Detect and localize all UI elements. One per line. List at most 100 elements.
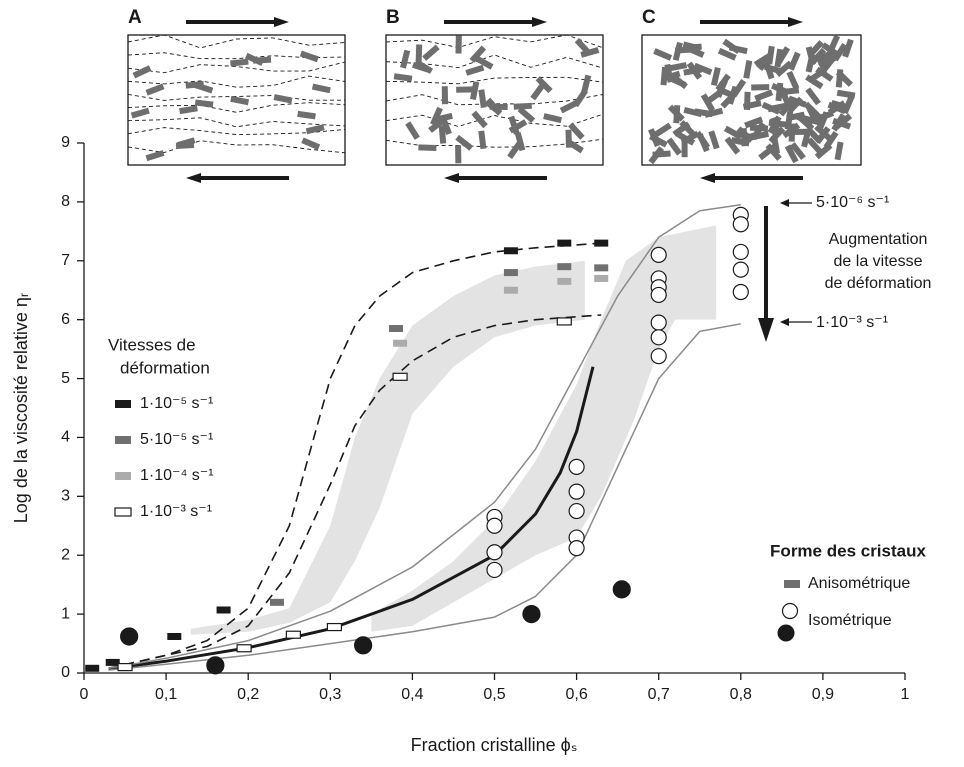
legend-symbol [115,436,131,444]
crystal [708,130,720,150]
crystal [244,52,264,66]
flow-line [127,75,346,88]
shear-arrow [532,17,547,27]
crystal [787,95,807,108]
crystal [652,150,671,158]
crystal [441,86,449,105]
x-tick-label: 0,3 [319,686,341,703]
y-tick-label: 7 [61,252,70,269]
crystal [801,128,812,148]
data-point [612,580,631,599]
crystal [693,62,713,76]
flow-line [127,117,346,128]
data-point [650,286,667,304]
data-point [269,598,284,606]
data-point [85,664,100,672]
crystal [841,95,855,115]
y-tick-label: 2 [61,546,70,563]
legend-title: déformation [120,358,210,377]
x-tick-label: 0,1 [155,686,177,703]
data-point [568,502,585,520]
crystal [418,144,437,151]
flow-line [127,94,345,101]
crystal [513,102,532,110]
crystal [723,125,743,140]
crystal [230,95,250,106]
crystal [751,84,770,91]
panels: A B C [127,7,862,183]
crystal [704,107,724,118]
data-point [732,283,749,301]
y-tick-label: 0 [61,664,70,681]
bands [190,225,717,635]
crystal [834,141,844,161]
shear-arrow [700,173,715,183]
data-point [167,632,182,640]
annotation: de déformation [825,275,932,292]
crystal [672,121,691,137]
annotation: de la vitesse [834,253,923,270]
crystal [273,94,293,104]
legend-label: 1·10⁻³ s⁻¹ [140,503,212,520]
legend-symbol [115,472,131,480]
crystal [666,137,682,156]
crystal [299,50,319,63]
crystal [743,60,753,79]
x-tick-label: 0 [80,686,89,703]
crystal [455,134,474,151]
crystal [767,115,782,135]
data-point [594,264,609,272]
crystal [808,67,827,83]
flow-line [127,102,346,113]
panel-label: B [386,7,400,28]
crystal [758,144,777,161]
crystal [422,44,440,61]
crystal [471,110,488,129]
crystal [814,126,831,145]
flow-line [127,61,346,74]
crystal [430,106,443,126]
flow-line [127,127,346,136]
data-point [650,314,667,331]
crystal [508,115,520,135]
crystal [130,107,150,119]
x-tick-label: 0,4 [401,686,423,703]
legend-label: Isométrique [808,612,892,629]
model-curve [108,366,595,671]
data-point [503,247,518,255]
x-tick-label: 1 [901,686,910,703]
data-point [557,239,572,247]
crystal [786,70,800,90]
flow-line [385,76,604,85]
x-tick-label: 0,7 [648,686,670,703]
crystal [297,110,316,120]
y-tick-label: 6 [61,311,70,328]
crystal [469,81,480,101]
crystal [667,104,685,122]
data-point [236,644,252,653]
legend-symbol [115,400,131,408]
crystal [668,62,688,72]
crystal [807,40,824,58]
crystal [230,58,249,67]
data-point [486,561,503,579]
crystal [740,128,748,147]
data-point [503,269,518,277]
crystal [507,140,523,160]
legend-title: Vitesses de [108,335,196,354]
crystal [415,44,423,63]
legend-symbol [781,602,799,620]
shaded-band [190,260,585,635]
y-tick-label: 9 [61,134,70,151]
data-point [594,239,609,247]
crystal [743,91,751,110]
data-point [732,216,749,233]
crystal [717,47,737,61]
crystal [517,106,536,124]
crystal [179,105,198,115]
crystal [405,121,420,140]
shear-arrow [444,173,459,183]
data-point [568,458,585,475]
crystal [465,64,485,76]
x-tick-label: 0,8 [730,686,752,703]
